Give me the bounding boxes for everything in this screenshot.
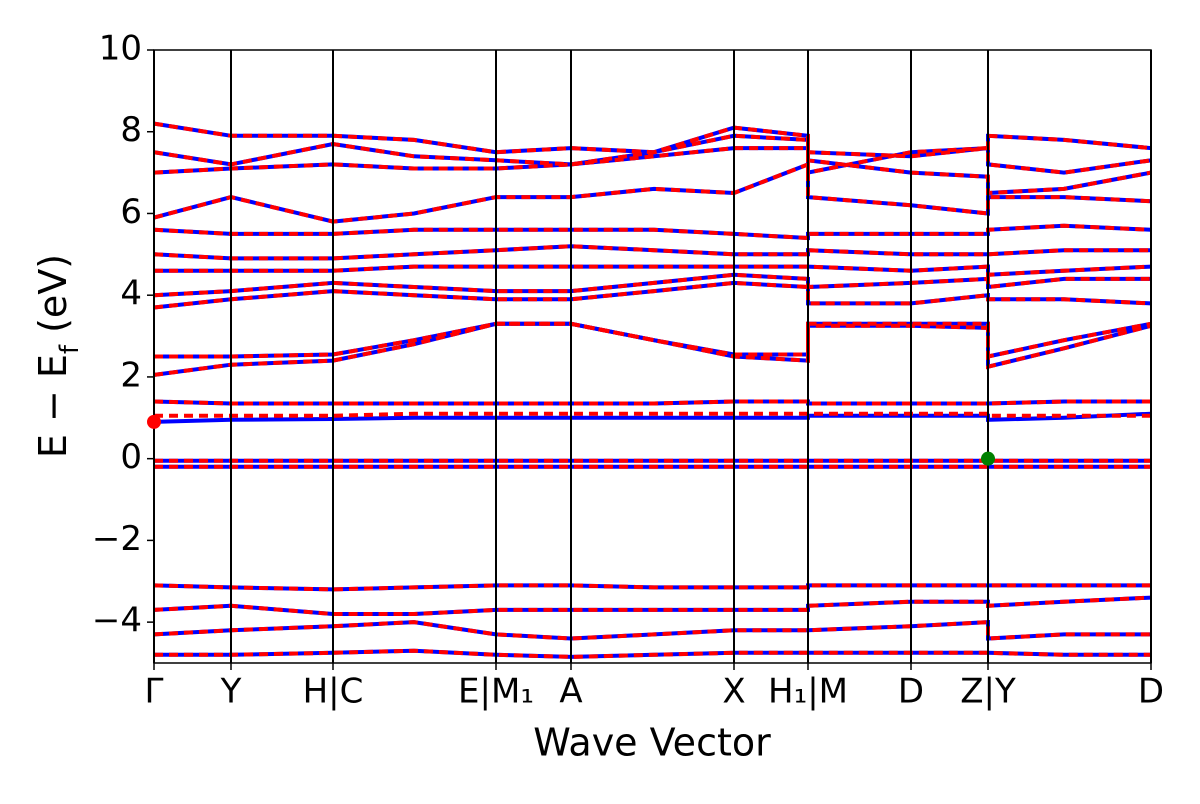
x-tick-label: Γ bbox=[145, 672, 164, 712]
band bbox=[154, 321, 1151, 377]
band bbox=[154, 244, 1151, 261]
band bbox=[154, 583, 1151, 592]
marker bbox=[147, 414, 161, 429]
y-tick-label: −2 bbox=[92, 519, 142, 559]
y-label-sub: f bbox=[55, 344, 85, 354]
y-tick-label: 4 bbox=[120, 274, 142, 314]
y-tick-label: 6 bbox=[120, 192, 142, 232]
band bbox=[154, 619, 1151, 641]
y-label-main: E − E bbox=[31, 354, 75, 458]
band bbox=[154, 244, 1151, 261]
x-tick-label: X bbox=[722, 672, 745, 712]
y-tick-label: −4 bbox=[92, 601, 142, 641]
x-tick-label: Y bbox=[220, 672, 242, 712]
plot-area bbox=[154, 121, 1151, 659]
band bbox=[154, 223, 1151, 241]
x-tick-label: E|M₁ bbox=[458, 672, 534, 712]
y-tick-label: 2 bbox=[120, 355, 142, 395]
x-tick-label: Z|Y bbox=[960, 672, 1016, 712]
band bbox=[154, 141, 1151, 176]
x-tick-label: D bbox=[1138, 672, 1164, 712]
marker bbox=[981, 451, 995, 466]
x-tick-label: A bbox=[559, 672, 582, 712]
x-axis-label: Wave Vector bbox=[533, 721, 771, 765]
x-tick-label: H₁|M bbox=[768, 672, 848, 712]
y-tick-label: 8 bbox=[120, 110, 142, 150]
y-axis-label: E − Ef (eV) bbox=[31, 254, 85, 458]
x-tick-label: H|C bbox=[303, 672, 364, 712]
band bbox=[154, 321, 1151, 377]
band bbox=[154, 648, 1151, 659]
band bbox=[154, 321, 1151, 359]
y-tick-label: 0 bbox=[120, 437, 142, 477]
y-tick-label: 10 bbox=[99, 29, 142, 69]
x-tick-label: D bbox=[898, 672, 924, 712]
y-label-unit: (eV) bbox=[31, 254, 75, 345]
band bbox=[154, 411, 1151, 418]
band bbox=[154, 399, 1151, 406]
